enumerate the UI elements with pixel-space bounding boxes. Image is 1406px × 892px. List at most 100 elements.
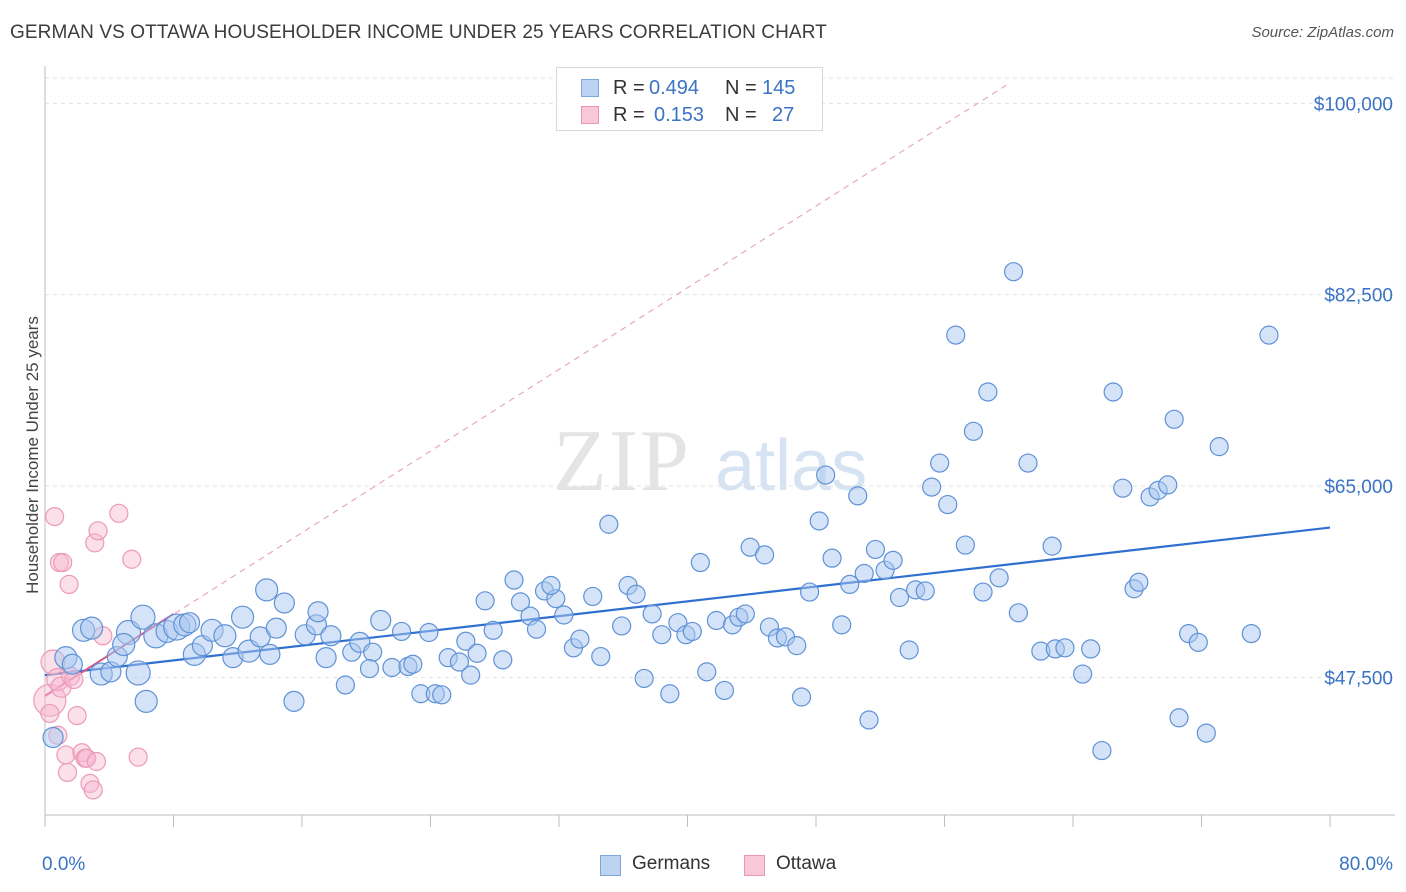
- data-point-germans: [883, 550, 903, 570]
- tick-labels: $47,500 $65,000 $82,500 $100,000 0.0% 80.0%: [42, 94, 1393, 875]
- data-point-germans: [370, 609, 392, 632]
- trend-lines: [44, 83, 1331, 697]
- data-point-germans: [591, 646, 611, 667]
- data-point-ottawa: [83, 780, 103, 800]
- data-point-germans: [42, 726, 64, 749]
- data-point-germans: [1209, 437, 1229, 457]
- data-point-germans: [754, 545, 775, 565]
- data-point-germans: [510, 592, 531, 612]
- data-point-germans: [283, 690, 305, 712]
- data-point-germans: [554, 605, 574, 625]
- data-point-germans: [963, 421, 984, 441]
- data-point-germans: [130, 604, 156, 630]
- data-point-germans: [307, 601, 329, 623]
- data-point-germans: [626, 584, 646, 604]
- data-point-germans: [889, 587, 910, 608]
- data-point-germans: [570, 629, 590, 649]
- data-point-germans: [1008, 603, 1028, 623]
- x-tick-label: 0.0%: [42, 854, 85, 875]
- data-point-germans: [946, 325, 966, 345]
- data-point-germans: [955, 535, 975, 555]
- legend-swatch-ottawa: [581, 106, 599, 124]
- data-point-germans: [690, 552, 710, 573]
- data-point-germans: [391, 621, 412, 642]
- data-point-germans: [112, 632, 136, 657]
- data-point-germans: [735, 604, 755, 624]
- data-point-germans: [432, 685, 452, 705]
- y-tick-label: $47,500: [1324, 668, 1393, 689]
- data-point-germans: [1158, 475, 1178, 495]
- bottom-legend-swatch-germans: [600, 855, 621, 876]
- data-point-germans: [714, 680, 735, 701]
- data-point-germans: [899, 640, 919, 660]
- data-point-germans: [419, 622, 439, 643]
- data-point-ottawa: [46, 667, 70, 692]
- legend-r-value: 0.494: [649, 77, 700, 99]
- data-point-germans: [61, 653, 83, 675]
- data-point-germans: [265, 617, 287, 639]
- data-point-germans: [1073, 664, 1093, 684]
- legend-r-label: R =: [613, 77, 645, 99]
- bottom-legend-label-ottawa: Ottawa: [776, 853, 837, 874]
- data-point-germans: [363, 642, 383, 662]
- legend-r-label: R =: [613, 104, 645, 126]
- data-point-germans: [467, 643, 487, 663]
- data-point-germans: [583, 586, 603, 607]
- data-point-germans: [1055, 638, 1075, 658]
- data-point-germans: [973, 582, 993, 602]
- data-point-germans: [335, 675, 355, 695]
- data-point-germans: [541, 575, 561, 596]
- data-point-germans: [475, 591, 495, 611]
- data-point-germans: [642, 604, 662, 624]
- data-point-germans: [989, 568, 1009, 588]
- data-point-germans: [1003, 262, 1024, 282]
- data-point-germans: [840, 574, 860, 595]
- data-point-germans: [255, 578, 279, 602]
- chart-title: GERMAN VS OTTAWA HOUSEHOLDER INCOME UNDE…: [10, 22, 827, 43]
- data-point-germans: [822, 548, 842, 568]
- data-point-germans: [1188, 632, 1208, 652]
- legend-r-value: 0.153: [654, 104, 705, 126]
- legend-n-label: N =: [725, 104, 757, 126]
- data-point-germans: [1081, 639, 1101, 659]
- data-point-ottawa: [53, 552, 73, 573]
- data-point-ottawa: [45, 507, 65, 527]
- data-point-germans: [504, 570, 524, 590]
- y-tick-label: $82,500: [1324, 286, 1393, 307]
- data-point-germans: [930, 453, 950, 473]
- watermark-zip: ZIP: [553, 413, 691, 510]
- data-point-germans: [1164, 409, 1184, 429]
- data-point-germans: [1042, 536, 1062, 556]
- data-point-germans: [461, 665, 481, 685]
- data-point-germans: [213, 624, 237, 648]
- data-point-ottawa: [59, 574, 79, 595]
- watermark-atlas: atlas: [715, 426, 867, 506]
- y-tick-label: $65,000: [1324, 477, 1393, 498]
- data-point-germans: [1259, 325, 1279, 345]
- data-point-ottawa: [128, 747, 148, 767]
- data-point-germans: [1241, 623, 1261, 644]
- data-point-germans: [697, 662, 717, 682]
- data-point-germans: [682, 621, 702, 642]
- trend-line-ottawa-extension: [44, 83, 1010, 697]
- data-points: [33, 262, 1279, 800]
- data-point-germans: [483, 620, 503, 640]
- data-point-germans: [854, 563, 874, 584]
- data-point-ottawa: [56, 745, 76, 765]
- data-point-germans: [599, 514, 619, 534]
- data-point-germans: [403, 654, 423, 674]
- data-point-germans: [848, 486, 868, 506]
- legend-row-ottawa: R = 0.153 N = 27: [557, 101, 822, 129]
- data-point-germans: [791, 687, 812, 707]
- data-point-germans: [125, 660, 151, 686]
- legend-n-label: N =: [725, 77, 757, 99]
- data-point-germans: [1103, 382, 1123, 402]
- legend-n-value: 145: [762, 77, 796, 99]
- data-point-ottawa: [88, 521, 108, 541]
- data-point-germans: [1092, 740, 1112, 761]
- data-point-ottawa: [67, 705, 87, 726]
- data-point-germans: [799, 582, 820, 602]
- data-point-germans: [859, 710, 879, 730]
- data-point-ottawa: [85, 533, 105, 553]
- data-point-germans: [865, 539, 886, 560]
